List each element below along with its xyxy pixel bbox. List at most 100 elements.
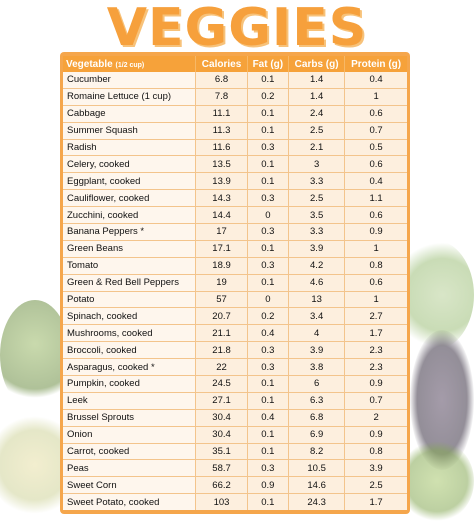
cell-fat: 0.1 <box>247 426 290 444</box>
table-row: Green Beans 17.1 0.1 3.9 1 <box>63 240 407 258</box>
cell-fat: 0.1 <box>247 156 290 174</box>
cell-vegetable: Zucchini, cooked <box>63 207 197 225</box>
cell-vegetable: Cabbage <box>63 105 197 123</box>
cell-calories: 30.4 <box>196 426 248 444</box>
table-row: Potato 57 0 13 1 <box>63 291 407 309</box>
cell-protein: 2.3 <box>345 342 407 360</box>
cell-vegetable: Green & Red Bell Peppers <box>63 274 197 292</box>
cell-fat: 0.4 <box>247 325 290 343</box>
table-row: Cauliflower, cooked 14.3 0.3 2.5 1.1 <box>63 190 407 208</box>
cell-calories: 14.4 <box>196 207 248 225</box>
cell-calories: 17.1 <box>196 240 248 258</box>
cell-calories: 22 <box>196 359 248 377</box>
column-header-calories: Calories <box>196 56 248 72</box>
cell-protein: 1 <box>345 88 407 106</box>
cell-protein: 0.6 <box>345 274 407 292</box>
cell-protein: 1.7 <box>345 325 407 343</box>
cell-vegetable: Summer Squash <box>63 122 197 140</box>
cell-protein: 0.4 <box>345 72 407 89</box>
table-row: Mushrooms, cooked 21.1 0.4 4 1.7 <box>63 325 407 343</box>
cell-protein: 1.1 <box>345 190 407 208</box>
sprouts-image <box>400 440 474 522</box>
column-header-protein: Protein (g) <box>345 56 407 72</box>
cell-fat: 0.3 <box>247 190 290 208</box>
cell-calories: 18.9 <box>196 257 248 275</box>
cell-protein: 0.7 <box>345 122 407 140</box>
cell-fat: 0.1 <box>247 105 290 123</box>
table-row: Sweet Corn 66.2 0.9 14.6 2.5 <box>63 477 407 495</box>
cell-carbs: 6.9 <box>289 426 346 444</box>
cell-protein: 0.8 <box>345 257 407 275</box>
cell-vegetable: Spinach, cooked <box>63 308 197 326</box>
table-row: Celery, cooked 13.5 0.1 3 0.6 <box>63 156 407 174</box>
cell-carbs: 1.4 <box>289 88 346 106</box>
cell-fat: 0.9 <box>247 477 290 495</box>
cell-fat: 0.3 <box>247 224 290 241</box>
table-row: Broccoli, cooked 21.8 0.3 3.9 2.3 <box>63 342 407 360</box>
cell-fat: 0.1 <box>247 392 290 410</box>
cell-calories: 66.2 <box>196 477 248 495</box>
cell-carbs: 2.5 <box>289 122 346 140</box>
cell-vegetable: Banana Peppers * <box>63 224 197 241</box>
cell-vegetable: Sweet Corn <box>63 477 197 495</box>
cell-calories: 21.8 <box>196 342 248 360</box>
table-header-row: Vegetable (1/2 cup) Calories Fat (g) Car… <box>63 56 407 72</box>
cell-protein: 0.8 <box>345 443 407 461</box>
table-row: Green & Red Bell Peppers 19 0.1 4.6 0.6 <box>63 274 407 292</box>
cell-calories: 20.7 <box>196 308 248 326</box>
cell-protein: 2.3 <box>345 359 407 377</box>
cell-vegetable: Eggplant, cooked <box>63 173 197 191</box>
table-row: Peas 58.7 0.3 10.5 3.9 <box>63 460 407 478</box>
cell-carbs: 4.6 <box>289 274 346 292</box>
cell-vegetable: Pumpkin, cooked <box>63 376 197 393</box>
cell-protein: 1 <box>345 240 407 258</box>
table-row: Spinach, cooked 20.7 0.2 3.4 2.7 <box>63 308 407 326</box>
cell-protein: 2.5 <box>345 477 407 495</box>
cell-protein: 0.5 <box>345 139 407 157</box>
cell-fat: 0.1 <box>247 376 290 393</box>
cell-vegetable: Celery, cooked <box>63 156 197 174</box>
cell-carbs: 2.5 <box>289 190 346 208</box>
cell-vegetable: Radish <box>63 139 197 157</box>
cell-calories: 11.1 <box>196 105 248 123</box>
cell-calories: 19 <box>196 274 248 292</box>
cell-carbs: 10.5 <box>289 460 346 478</box>
cell-fat: 0.1 <box>247 494 290 511</box>
cell-carbs: 2.1 <box>289 139 346 157</box>
cell-carbs: 3.3 <box>289 173 346 191</box>
table-row: Summer Squash 11.3 0.1 2.5 0.7 <box>63 122 407 140</box>
artichoke-image <box>0 300 70 410</box>
cell-fat: 0.1 <box>247 274 290 292</box>
table-row: Tomato 18.9 0.3 4.2 0.8 <box>63 257 407 275</box>
cell-calories: 21.1 <box>196 325 248 343</box>
cell-carbs: 2.4 <box>289 105 346 123</box>
table-row: Asparagus, cooked * 22 0.3 3.8 2.3 <box>63 359 407 377</box>
cell-carbs: 6.3 <box>289 392 346 410</box>
cell-protein: 3.9 <box>345 460 407 478</box>
cell-vegetable: Potato <box>63 291 197 309</box>
table-row: Leek 27.1 0.1 6.3 0.7 <box>63 392 407 410</box>
cell-calories: 11.3 <box>196 122 248 140</box>
cell-calories: 30.4 <box>196 409 248 427</box>
cell-carbs: 3.5 <box>289 207 346 225</box>
table-row: Carrot, cooked 35.1 0.1 8.2 0.8 <box>63 443 407 461</box>
cell-carbs: 3.9 <box>289 240 346 258</box>
table-row: Banana Peppers * 17 0.3 3.3 0.9 <box>63 224 407 241</box>
cell-carbs: 1.4 <box>289 72 346 89</box>
cell-vegetable: Carrot, cooked <box>63 443 197 461</box>
cell-vegetable: Leek <box>63 392 197 410</box>
table-row: Cucumber 6.8 0.1 1.4 0.4 <box>63 72 407 89</box>
column-header-carbs: Carbs (g) <box>289 56 346 72</box>
table-row: Radish 11.6 0.3 2.1 0.5 <box>63 139 407 157</box>
cell-vegetable: Peas <box>63 460 197 478</box>
table-row: Sweet Potato, cooked 103 0.1 24.3 1.7 <box>63 494 407 511</box>
cell-fat: 0.3 <box>247 359 290 377</box>
cell-fat: 0.1 <box>247 122 290 140</box>
cell-calories: 58.7 <box>196 460 248 478</box>
cell-protein: 2.7 <box>345 308 407 326</box>
cell-vegetable: Cucumber <box>63 72 197 89</box>
table-row: Romaine Lettuce (1 cup) 7.8 0.2 1.4 1 <box>63 88 407 106</box>
cell-carbs: 3 <box>289 156 346 174</box>
table-row: Cabbage 11.1 0.1 2.4 0.6 <box>63 105 407 123</box>
table-row: Pumpkin, cooked 24.5 0.1 6 0.9 <box>63 376 407 393</box>
